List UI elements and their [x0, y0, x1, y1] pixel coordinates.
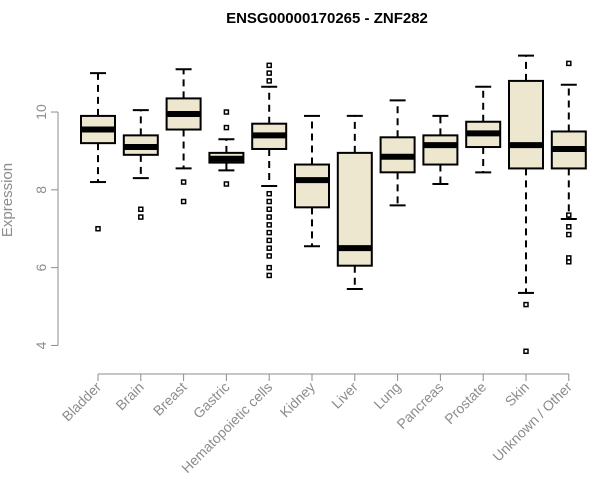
y-tick-label: 6: [33, 264, 49, 272]
outlier-point: [266, 264, 272, 271]
outlier-point: [266, 245, 272, 251]
chart-title: ENSG00000170265 - ZNF282: [226, 10, 428, 27]
y-tick-label: 8: [33, 186, 49, 194]
outlier-point: [223, 109, 230, 115]
outlier-point: [566, 231, 572, 238]
box-group: [251, 62, 288, 279]
box-group: [294, 114, 330, 248]
outlier-point: [266, 206, 272, 213]
box: [422, 134, 459, 166]
outlier-point: [138, 214, 144, 220]
outlier-point: [138, 206, 144, 213]
outlier-point: [180, 198, 187, 205]
box-group: [422, 114, 459, 185]
outlier-point: [266, 222, 272, 228]
box: [294, 163, 330, 209]
x-tick-label: Gastric: [190, 379, 233, 422]
x-tick-label: Prostate: [441, 379, 489, 427]
x-tick-label: Lung: [370, 379, 403, 412]
outlier-point: [223, 181, 230, 187]
outlier-point: [266, 214, 272, 220]
y-axis: 4 6 8 10: [33, 104, 59, 349]
box-group: [336, 114, 373, 291]
outlier-point: [266, 229, 272, 236]
x-tick-label: Bladder: [59, 379, 105, 425]
x-tick-label: Skin: [502, 379, 533, 410]
outlier-point: [266, 272, 272, 279]
box-group: [379, 99, 416, 207]
outlier-point: [266, 70, 272, 76]
outlier-point: [266, 190, 272, 197]
outlier-point: [266, 237, 272, 244]
outlier-point: [566, 212, 572, 218]
y-tick-label: 10: [33, 104, 49, 120]
box: [508, 79, 544, 170]
x-tick-label: Kidney: [277, 379, 319, 421]
y-axis-label: Expression: [0, 163, 16, 237]
outlier-point: [266, 62, 272, 69]
x-tick-label: Unknown / Other: [489, 379, 575, 465]
outlier-point: [523, 301, 529, 308]
outlier-point: [566, 224, 572, 230]
box-group: [508, 54, 544, 355]
outlier-point: [95, 225, 101, 232]
box-group: [550, 60, 587, 265]
box-group: [165, 68, 202, 205]
x-tick-label: Liver: [328, 379, 361, 412]
box-group: [208, 109, 245, 187]
box-group: [80, 72, 116, 232]
x-tick-label: Breast: [150, 379, 190, 419]
outlier-point: [266, 78, 272, 84]
y-tick-label: 4: [33, 341, 49, 349]
outlier-point: [266, 253, 272, 259]
outlier-point: [566, 60, 572, 67]
outlier-point: [523, 348, 529, 355]
plot-area: [80, 54, 587, 355]
outlier-point: [266, 198, 272, 205]
outlier-point: [566, 259, 572, 265]
outlier-point: [180, 179, 187, 185]
outlier-point: [223, 124, 230, 131]
box-group: [122, 109, 159, 220]
x-tick-label: Pancreas: [393, 379, 446, 432]
x-tick-label: Brain: [112, 379, 146, 413]
box-group: [465, 85, 502, 174]
